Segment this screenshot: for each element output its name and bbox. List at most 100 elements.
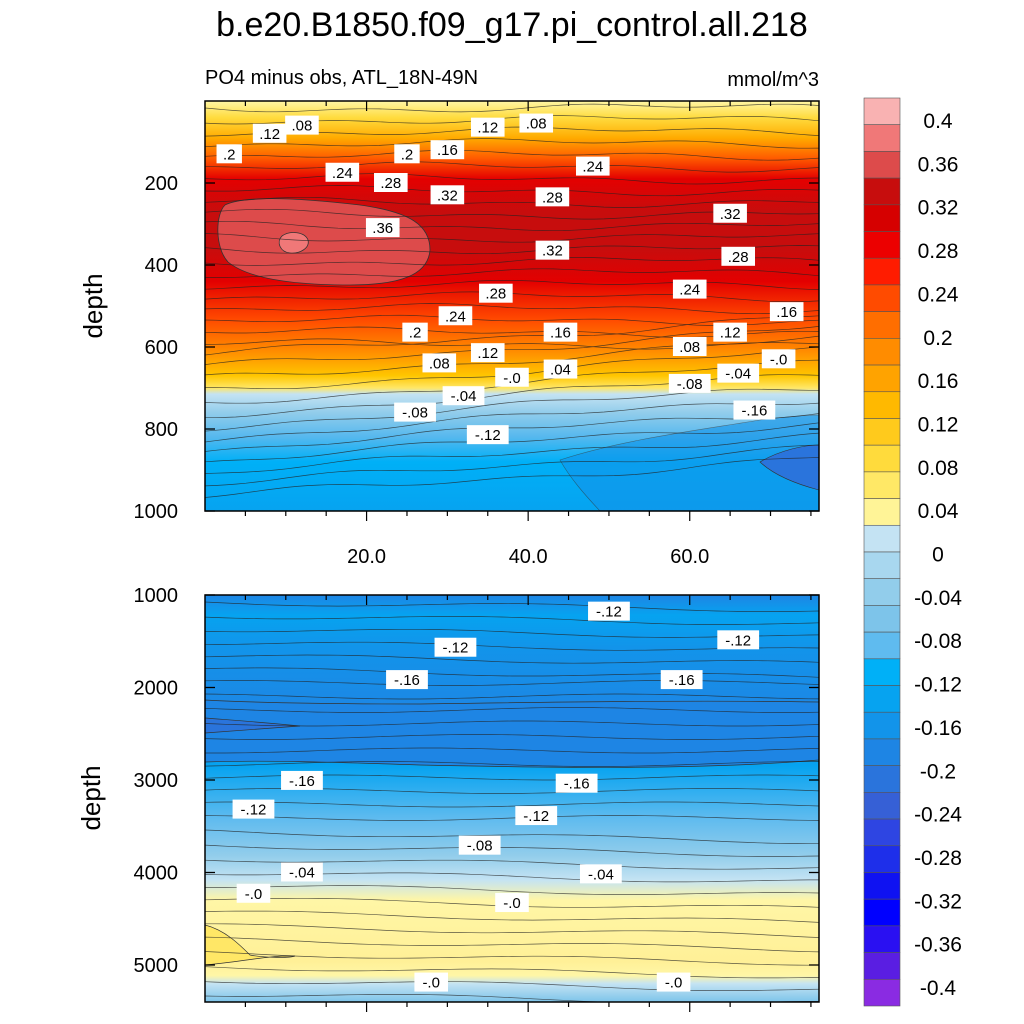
contour-label-box: [495, 893, 529, 913]
colorbar-box: [863, 204, 901, 232]
contour-label-box: [713, 203, 747, 223]
upper-frame: [204, 100, 820, 512]
contour-line: [205, 707, 819, 713]
contour-label: -.04: [451, 388, 477, 405]
contour-label: -.12: [523, 808, 549, 825]
lower-x-ticks: [244, 595, 812, 1012]
contour-label-box: [281, 770, 323, 790]
contour-label: .28: [485, 286, 506, 303]
contour-line: [205, 641, 819, 651]
contour-label: -.16: [669, 672, 695, 689]
contour-label: -.12: [596, 604, 622, 621]
contour-label-box: [543, 359, 578, 379]
colorbar-label: 0.12: [918, 413, 959, 436]
lower-panel: -.12 -.12 -.12 -.16 -.16 -.16 -.16 -.12 -.12 -.08…: [76, 585, 820, 1012]
colorbar-box: [863, 338, 901, 366]
colorbar-box: [863, 231, 901, 259]
contour-label: -.12: [725, 632, 751, 649]
contour-label-box: [588, 601, 630, 621]
contour-line: [205, 196, 819, 208]
contour-line: [205, 981, 819, 991]
lower-frame: [204, 594, 820, 1003]
contour-label-box: [285, 115, 319, 135]
contour-label: .2: [223, 146, 236, 163]
contour-label-box: [543, 322, 578, 342]
contour-line: [205, 734, 819, 740]
contour-label-box: [769, 302, 804, 322]
colorbar-box: [863, 978, 901, 1007]
contour-line: [205, 161, 819, 173]
contour-line: [205, 601, 819, 612]
contour-label-box: [713, 322, 747, 342]
colorbar-box: [863, 658, 901, 686]
colorbar-label: 0: [932, 544, 944, 567]
colorbar-box: [863, 792, 901, 820]
x-tick-label: 60.0: [670, 546, 709, 568]
contour-line: [205, 279, 819, 290]
contour-label: .16: [550, 325, 571, 342]
contour-line: [205, 936, 819, 953]
contour-label: .24: [332, 165, 353, 182]
contour-label: .32: [720, 206, 741, 223]
contour-label-box: [430, 185, 465, 205]
contour-label-box: [470, 343, 505, 363]
contour-label-box: [656, 972, 691, 992]
contour-label: .16: [776, 304, 797, 321]
y-tick-label: 4000: [134, 863, 179, 885]
upper-y-axis-label: depth: [78, 273, 108, 338]
colorbar-box: [863, 952, 901, 980]
colorbar-box: [863, 444, 901, 473]
contour-line: [205, 422, 819, 463]
colorbar-label: -0.12: [914, 674, 962, 697]
contour-label-box: [717, 630, 760, 650]
contour-label: .12: [259, 126, 280, 143]
colorbar-label: 0.32: [918, 197, 959, 220]
contour-label: -.12: [475, 427, 501, 444]
contour-label-box: [458, 835, 501, 855]
contour-label: .28: [380, 175, 401, 192]
contour-label-box: [733, 400, 776, 420]
subtitle-right: mmol/m^3: [727, 69, 819, 91]
contour-label-box: [281, 862, 323, 882]
colorbar-label: 0.04: [918, 500, 959, 523]
colorbar-box: [863, 631, 901, 660]
contour-label-box: [515, 806, 558, 826]
colorbar-label: -0.16: [914, 717, 962, 740]
contour-label: .2: [409, 325, 422, 342]
contour-line: [205, 220, 819, 232]
contour-line: [205, 859, 819, 870]
contour-line: [205, 413, 819, 452]
contour-line: [205, 338, 819, 350]
contour-line: [205, 667, 819, 678]
contour-line: [205, 374, 819, 419]
colorbar-box: [863, 738, 901, 766]
contour-label-box: [721, 246, 756, 266]
colorbar-label: -0.32: [914, 890, 962, 913]
contour-label: -.0: [503, 370, 521, 387]
chart-title: b.e20.B1850.f09_g17.pi_control.all.218: [216, 6, 808, 44]
colorbar-box: [863, 578, 901, 606]
colorbar-boxes: [863, 97, 901, 1007]
contour-label-box: [216, 144, 242, 164]
contour-label-box: [374, 173, 408, 192]
y-tick-label: 600: [145, 337, 178, 359]
colorbar-box: [863, 391, 901, 419]
contour-label-box: [519, 113, 554, 133]
y-tick-label: 800: [145, 419, 178, 441]
contour-label-box: [717, 363, 760, 383]
contour-label-box: [495, 367, 529, 387]
contour-label-box: [414, 972, 449, 992]
colorbar-label: 0.36: [918, 153, 959, 176]
contour-label: -.0: [770, 351, 788, 368]
lower-contour-lines: [205, 601, 819, 1002]
colorbar-label: 0.4: [923, 110, 953, 133]
x-tick-label: 20.0: [347, 546, 386, 568]
contour-label: .28: [542, 189, 563, 206]
contour-line: [205, 801, 819, 808]
colorbar-box: [863, 605, 901, 633]
contour-label-box: [430, 140, 465, 160]
y-tick-label: 200: [145, 173, 178, 195]
contour-label: .2: [401, 146, 414, 163]
contour-line: [205, 680, 819, 686]
